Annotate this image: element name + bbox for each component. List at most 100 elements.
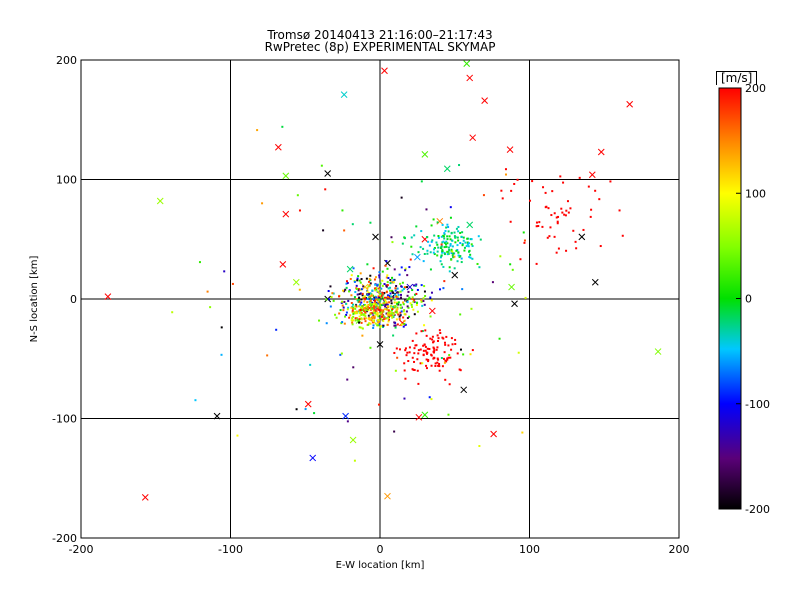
data-dot [467, 242, 470, 245]
data-dot [376, 302, 379, 305]
data-dot [373, 301, 376, 304]
data-dot [448, 235, 451, 238]
data-dot [420, 230, 423, 233]
data-dot [377, 324, 380, 327]
data-dot [411, 368, 414, 371]
data-dot [354, 307, 357, 310]
data-dot [359, 272, 362, 275]
data-dot [457, 254, 460, 257]
data-dot [371, 307, 374, 310]
data-dot [429, 251, 432, 254]
data-dot [371, 294, 374, 297]
data-dot [379, 304, 382, 307]
data-dot [383, 315, 386, 318]
data-dot [358, 326, 361, 329]
data-dot [376, 311, 379, 314]
data-dot [446, 253, 449, 256]
data-dot [449, 216, 452, 219]
data-dot [411, 253, 414, 256]
data-dot [356, 293, 359, 296]
data-dot [407, 290, 410, 293]
data-dot [432, 251, 435, 254]
data-dot [428, 347, 431, 350]
data-dot [447, 344, 450, 347]
data-dot [206, 290, 209, 293]
data-dot [368, 284, 371, 287]
data-dot [281, 125, 284, 128]
data-dot [446, 235, 449, 238]
data-dot [390, 299, 393, 302]
data-dot [396, 295, 399, 298]
colorbar-ticks: -200 -100 0 100 200 [736, 82, 770, 516]
data-dot [370, 304, 373, 307]
data-dot [482, 194, 485, 197]
data-dot [479, 238, 482, 241]
data-dot [446, 358, 449, 361]
data-dot [443, 351, 446, 354]
data-dot [450, 252, 453, 255]
data-dot [298, 209, 301, 212]
data-dot [327, 290, 330, 293]
data-dot [379, 294, 382, 297]
data-dot [443, 280, 446, 283]
data-dot [368, 277, 371, 280]
data-dot [345, 313, 348, 316]
data-dot [380, 325, 383, 328]
data-dot [379, 326, 382, 329]
data-dot [364, 304, 367, 307]
data-dot [448, 248, 451, 251]
data-dot [404, 323, 407, 326]
data-dot [369, 317, 372, 320]
data-dot [335, 316, 338, 319]
data-dot [574, 240, 577, 243]
data-point [372, 233, 379, 241]
data-dot [414, 344, 417, 347]
data-dot [413, 369, 416, 372]
data-dot [366, 290, 369, 293]
data-point [104, 293, 112, 300]
data-dot [431, 335, 434, 338]
data-dot [412, 308, 415, 311]
data-dot [433, 246, 436, 249]
data-dot [457, 239, 460, 242]
data-dot [413, 313, 416, 316]
data-dot [364, 311, 367, 314]
data-dot [538, 221, 541, 224]
data-dot [456, 244, 459, 247]
data-dot [394, 304, 397, 307]
data-dot [403, 319, 406, 322]
data-dot [390, 309, 393, 312]
data-dot [357, 288, 360, 291]
data-dot [372, 326, 375, 329]
data-dot [388, 312, 391, 315]
data-dot [325, 322, 328, 325]
data-dot [390, 295, 393, 298]
data-dot [452, 252, 455, 255]
data-dot [422, 297, 425, 300]
data-dot [408, 296, 411, 299]
data-dot [451, 250, 454, 253]
data-dot [352, 306, 355, 309]
data-point [463, 60, 471, 67]
data-dot [386, 305, 389, 308]
data-dot [393, 321, 396, 324]
data-point [451, 271, 459, 279]
data-dot [445, 240, 448, 243]
data-dot [388, 301, 391, 304]
data-dot [322, 229, 325, 232]
data-dot [367, 297, 370, 300]
data-dot [343, 229, 346, 232]
data-dot [375, 304, 378, 307]
data-dot [454, 241, 457, 244]
data-dot [451, 239, 454, 242]
data-dot [353, 459, 356, 462]
data-dot [547, 207, 550, 210]
data-dot [381, 311, 384, 314]
data-dot [437, 234, 440, 237]
data-dot [400, 196, 403, 199]
y-axis-label: N-S location [km] [29, 256, 40, 343]
data-dot [444, 359, 447, 362]
data-dot [388, 314, 391, 317]
data-dot [377, 308, 380, 311]
data-dot [385, 290, 388, 293]
